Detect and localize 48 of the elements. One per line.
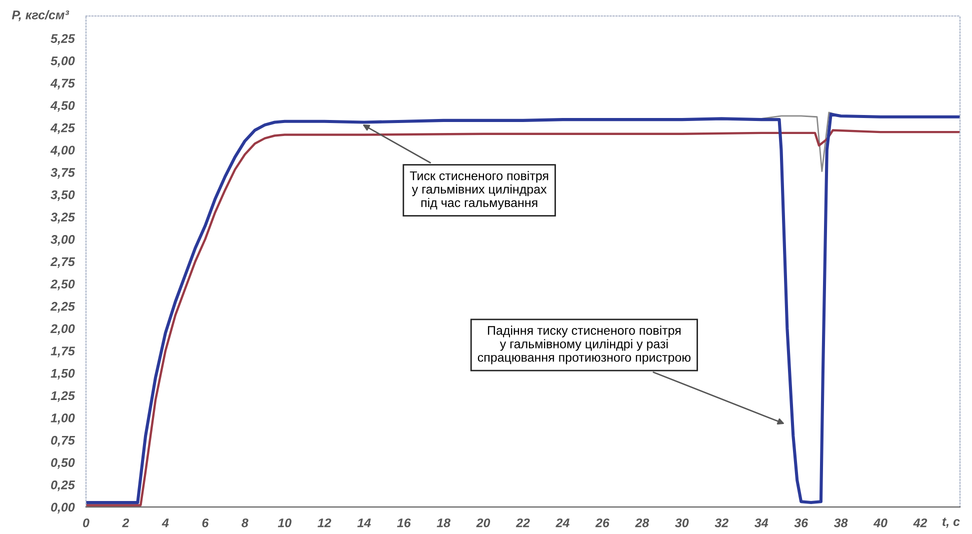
y-tick-label: 4,50 (50, 101, 75, 112)
x-tick-label: 12 (318, 518, 332, 528)
y-tick-label: 4,25 (50, 123, 76, 134)
y-tick-label: 3,50 (50, 190, 75, 202)
y-tick-label: 1,75 (50, 346, 76, 358)
y-tick-label: 4,75 (50, 78, 76, 90)
y-tick-label: 2,50 (50, 280, 75, 290)
x-tick-label: 28 (635, 518, 650, 528)
y-tick-label: 2,25 (50, 302, 76, 313)
x-tick-label: 4 (162, 518, 169, 528)
y-tick-label: 2,75 (50, 257, 76, 268)
x-tick-label: 26 (595, 518, 610, 528)
x-tick-label: 20 (476, 518, 490, 528)
x-tick-label: 22 (516, 518, 530, 528)
y-tick-label: 3,75 (50, 168, 76, 179)
x-tick-label: 8 (242, 518, 248, 528)
x-axis-title: t, c (942, 518, 960, 528)
y-axis-title: P, кгс/см³ (12, 10, 70, 22)
x-tick-label: 16 (397, 518, 411, 528)
y-tick-label: 3,00 (50, 234, 75, 246)
y-tick-label: 2,00 (50, 324, 75, 335)
y-tick-label: 1,00 (50, 414, 75, 424)
x-tick-label: 32 (714, 518, 728, 528)
x-tick-label: 18 (436, 518, 450, 528)
x-tick-label: 40 (873, 518, 888, 528)
y-tick-label: 5,25 (50, 34, 76, 45)
y-tick-label: 3,25 (50, 212, 76, 224)
x-tick-label: 34 (754, 518, 768, 528)
x-tick-label: 0 (83, 518, 90, 528)
x-tick-label: 2 (122, 518, 130, 528)
x-tick-label: 30 (675, 518, 689, 528)
annotation: Тиск стисненого повітря у гальмівних циліндрах під час гальмування (410, 171, 548, 210)
x-tick-label: 10 (278, 518, 292, 528)
x-tick-label: 24 (556, 518, 570, 528)
y-tick-label: 0,50 (51, 458, 75, 469)
y-tick-label: 0,00 (51, 502, 75, 514)
x-tick-label: 14 (357, 518, 371, 528)
x-tick-label: 42 (913, 518, 928, 528)
y-tick-label: 1,50 (50, 368, 75, 380)
y-tick-label: 0,75 (51, 436, 76, 447)
y-tick-label: 5,00 (50, 56, 75, 68)
y-tick-label: 1,25 (50, 391, 76, 402)
x-tick-label: 38 (834, 518, 848, 528)
annotation: Падіння тиску стисненого повітря у гальмівному циліндрі у разі спрацювання протиюзного пристрою (478, 326, 690, 364)
y-tick-label: 4,00 (50, 146, 75, 156)
y-tick-label: 0,25 (51, 480, 76, 492)
x-tick-label: 36 (794, 518, 808, 528)
x-tick-label: 6 (202, 518, 209, 528)
